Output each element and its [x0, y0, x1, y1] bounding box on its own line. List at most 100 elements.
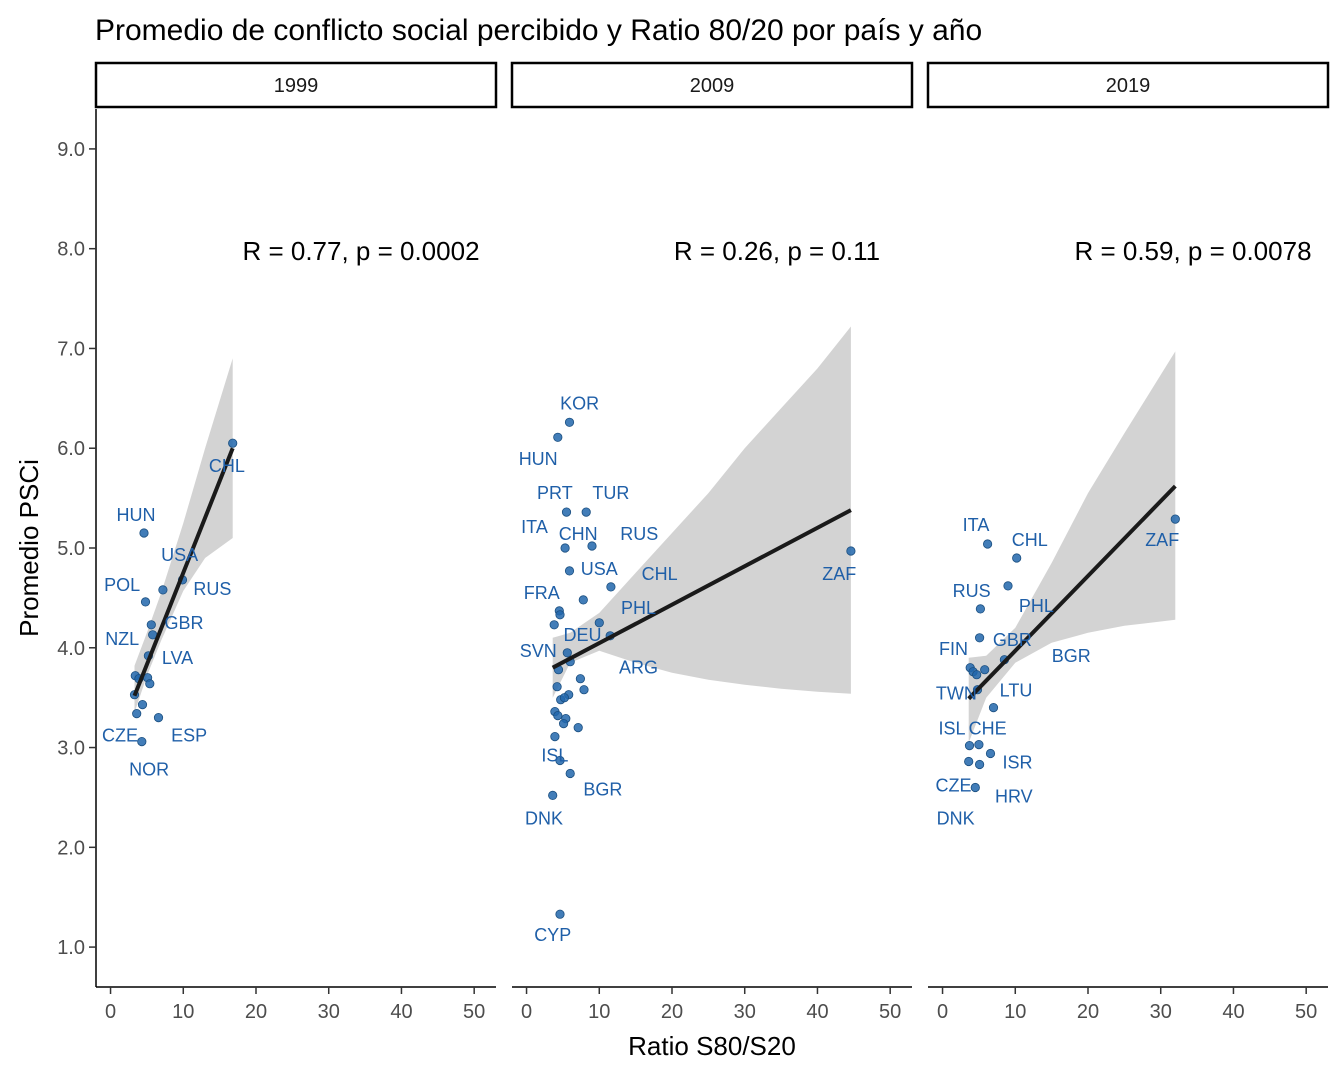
country-label: FRA	[524, 583, 560, 603]
y-tick-label: 1.0	[57, 937, 85, 959]
country-label: DNK	[937, 808, 975, 828]
data-point	[549, 620, 559, 630]
data-point	[575, 674, 586, 684]
correlation-annotation: R = 0.59, p = 0.0078	[1074, 236, 1311, 266]
y-tick-label: 5.0	[57, 538, 85, 560]
country-label: BGR	[583, 780, 622, 800]
data-point	[579, 685, 589, 695]
x-tick-label: 20	[1077, 1001, 1099, 1023]
x-tick-label: 30	[318, 1001, 340, 1023]
correlation-annotation: R = 0.26, p = 0.11	[674, 236, 880, 266]
country-label: ITA	[963, 515, 990, 535]
country-label: DNK	[525, 808, 563, 828]
data-point	[606, 582, 616, 592]
data-point	[553, 710, 563, 721]
facet-strip-label: 2019	[1106, 75, 1151, 97]
data-point	[561, 507, 572, 517]
country-label: ARG	[619, 658, 658, 678]
y-tick-label: 6.0	[57, 438, 85, 460]
country-label: ZAF	[822, 564, 856, 584]
x-tick-label: 10	[1004, 1001, 1026, 1023]
confidence-band	[134, 358, 233, 713]
country-label: ISL	[541, 746, 568, 766]
y-tick-label: 3.0	[57, 738, 85, 760]
data-point	[555, 755, 565, 766]
data-point	[573, 722, 583, 733]
country-label: BGR	[1052, 646, 1091, 666]
data-point	[560, 543, 570, 553]
country-label: HUN	[519, 449, 558, 469]
x-tick-label: 10	[172, 1001, 194, 1023]
country-label: ITA	[521, 517, 548, 537]
country-label: NOR	[129, 760, 169, 780]
data-point	[558, 718, 569, 729]
data-point	[555, 909, 565, 919]
facet-strip	[94, 61, 498, 109]
x-tick-label: 40	[806, 1001, 828, 1023]
x-tick-label: 0	[521, 1001, 532, 1023]
x-tick-label: 0	[105, 1001, 116, 1023]
country-label: LTU	[1000, 681, 1033, 701]
x-tick-label: 30	[734, 1001, 756, 1023]
data-point	[587, 541, 597, 551]
data-point	[974, 739, 984, 750]
y-tick-label: 2.0	[57, 837, 85, 859]
data-point	[1003, 581, 1013, 591]
country-label: GBR	[993, 630, 1032, 650]
x-tick-label: 40	[1222, 1001, 1244, 1023]
country-label: ZAF	[1145, 530, 1179, 550]
data-point	[972, 670, 982, 680]
facet-strip	[926, 61, 1330, 109]
data-point	[145, 679, 155, 689]
data-point	[559, 693, 570, 703]
data-point	[565, 768, 575, 779]
data-point	[581, 507, 591, 517]
data-point	[555, 610, 565, 620]
data-point	[548, 790, 558, 801]
data-point	[553, 432, 563, 442]
data-point	[158, 585, 168, 595]
country-label: ESP	[171, 726, 207, 746]
country-label: PHL	[1019, 596, 1054, 616]
data-point	[975, 604, 986, 614]
y-tick-label: 9.0	[57, 139, 85, 161]
country-label: NZL	[105, 629, 139, 649]
data-point	[140, 597, 151, 607]
country-label: GBR	[164, 613, 203, 633]
x-tick-label: 40	[390, 1001, 412, 1023]
data-point	[137, 736, 147, 747]
data-point	[964, 756, 974, 767]
data-point	[964, 740, 975, 751]
data-point	[970, 782, 980, 793]
data-point	[562, 648, 572, 658]
correlation-annotation: R = 0.77, p = 0.0002	[242, 236, 479, 266]
data-point	[985, 748, 996, 759]
data-point	[228, 438, 238, 448]
regression-line	[551, 508, 852, 670]
country-label: KOR	[560, 393, 599, 413]
country-label: HUN	[117, 505, 156, 525]
data-point	[1170, 514, 1180, 524]
x-tick-label: 50	[1295, 1001, 1317, 1023]
country-label: CHL	[1012, 530, 1048, 550]
country-label: CZE	[936, 776, 972, 796]
x-axis-title: Ratio S80/S20	[628, 1031, 796, 1061]
data-point	[564, 566, 575, 576]
regression-line	[132, 447, 235, 697]
data-point	[578, 595, 588, 605]
data-point	[550, 731, 560, 742]
country-label: PRT	[537, 483, 573, 503]
x-tick-label: 30	[1150, 1001, 1172, 1023]
y-tick-label: 7.0	[57, 338, 85, 360]
country-label: DEU	[563, 625, 601, 645]
country-label: TUR	[592, 483, 629, 503]
country-label: CHN	[559, 524, 598, 544]
country-label: LVA	[162, 648, 193, 668]
data-point	[153, 712, 164, 723]
country-label: RUS	[953, 581, 991, 601]
chart-title: Promedio de conflicto social percibido y…	[95, 14, 982, 47]
facet-strip-label: 2009	[690, 75, 735, 97]
